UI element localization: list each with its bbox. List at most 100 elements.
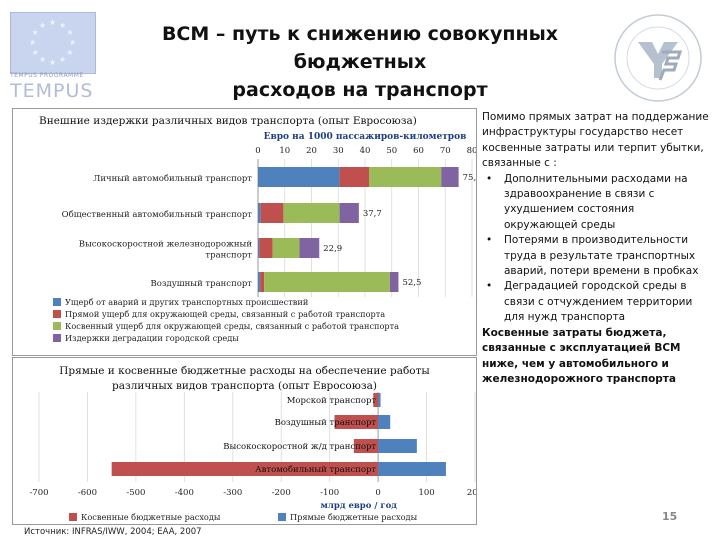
total-label: 22,9: [323, 244, 342, 254]
bar-segment: [272, 238, 300, 258]
chart-external-costs: Евро на 1000 пассажиров-километров 0 10 20 3…: [53, 132, 476, 343]
bar-segment: [389, 272, 399, 292]
total-label: 52,5: [402, 278, 421, 288]
total-label: 37,7: [363, 209, 382, 219]
eu-star-icon: ★: [59, 55, 67, 65]
eu-star-icon: ★: [39, 55, 47, 65]
bar-segment: [258, 167, 340, 187]
eu-star-icon: ★: [66, 48, 74, 57]
eu-star-icon: ★: [69, 38, 77, 47]
bar-segment: [264, 272, 390, 292]
bar-segment: [378, 393, 381, 407]
bar-segment: [378, 415, 391, 429]
legend-label: Издержки деградации городской среды: [65, 333, 239, 343]
category-label: транспорт: [205, 251, 252, 261]
intro-paragraph: Помимо прямых затрат на поддержание инфр…: [482, 111, 709, 170]
x-tick-label: -500: [126, 488, 145, 498]
chart-budget-costs-title-line2: различных видов транспорта (опыт Евросою…: [112, 380, 377, 392]
eu-star-icon: ★: [31, 28, 39, 37]
x-tick-label: 40: [360, 146, 371, 156]
bar-segment: [378, 462, 446, 476]
chart-external-costs-panel: Внешние издержки различных видов транспо…: [12, 108, 477, 356]
tempus-logo: TEMPUS: [10, 80, 94, 102]
x-tick-label: -400: [175, 488, 194, 498]
eu-star-icon: ★: [29, 38, 37, 47]
page-number: 15: [662, 510, 678, 523]
x-tick-label: 20: [306, 146, 317, 156]
x-tick-label: 200: [467, 488, 476, 498]
chart-external-costs-title: Внешние издержки различных видов транспо…: [39, 115, 417, 127]
chart-budget-costs: -700 -600 -500 -400 -300 -200 -100 0 100 200 млрд …: [29, 392, 476, 522]
x-tick-label: -600: [78, 488, 97, 498]
x-tick-label: 30: [333, 146, 344, 156]
bar-segment: [353, 439, 379, 453]
x-axis-title: млрд евро / год: [321, 501, 398, 511]
x-tick-label: 50: [386, 146, 397, 156]
eu-star-icon: ★: [66, 28, 74, 37]
x-tick-label: -700: [29, 488, 48, 498]
chart-budget-costs-title: Прямые и косвенные бюджетные расходы на …: [13, 364, 476, 394]
eu-star-icon: ★: [49, 18, 57, 27]
university-seal-logo: [614, 14, 702, 102]
bar-segment: [258, 238, 260, 258]
explanation-text: Помимо прямых затрат на поддержание инфр…: [482, 110, 710, 387]
bar-segment: [334, 415, 379, 429]
chart-budget-costs-panel: Прямые и косвенные бюджетные расходы на …: [12, 357, 477, 525]
x-tick-label: 0: [255, 146, 260, 156]
x-tick-label: 60: [413, 146, 424, 156]
x-tick-label: 70: [440, 146, 451, 156]
bar-segment: [441, 167, 459, 187]
bar-segment: [258, 272, 261, 292]
category-label: Высокоскоростной железнодорожный: [79, 240, 253, 250]
x-tick-label: -200: [272, 488, 291, 498]
eu-star-icon: ★: [49, 58, 57, 67]
legend-swatch: [53, 334, 61, 342]
bar-segment: [373, 393, 379, 407]
bar-segment: [258, 203, 261, 223]
slide-title: ВСМ – путь к снижению совокупных бюджетн…: [100, 20, 620, 104]
bar-segment: [339, 167, 370, 187]
legend-swatch: [53, 322, 61, 330]
x-tick-label: 10: [279, 146, 290, 156]
x-tick-label: 100: [418, 488, 434, 498]
x-tick-label: -100: [320, 488, 339, 498]
tempus-subtitle: TEMPUS PROGRAMME: [10, 72, 84, 79]
legend-label: Прямые бюджетные расходы: [290, 512, 418, 522]
category-label: Автомобильный транспорт: [255, 464, 376, 475]
category-label: Воздушный транспорт: [151, 279, 253, 289]
legend-label: Косвенные бюджетные расходы: [81, 512, 221, 522]
category-label: Личный автомобильный транспорт: [93, 173, 252, 184]
bullet-list: Дополнительными расходами на здравоохран…: [482, 172, 710, 326]
legend-swatch: [53, 310, 61, 318]
category-label: Морской транспорт: [287, 396, 377, 406]
bullet-item: Дополнительными расходами на здравоохран…: [482, 172, 710, 234]
x-tick-label: 80: [467, 146, 476, 156]
bar-segment: [339, 203, 359, 223]
total-label: 75,0: [463, 173, 476, 183]
chart-budget-costs-title-line1: Прямые и косвенные бюджетные расходы на …: [59, 365, 430, 377]
bar-segment: [260, 203, 284, 223]
bullet-item: Потерями в производительности труда в ре…: [482, 233, 710, 279]
legend-label: Прямой ущерб для окружающей среды, связа…: [65, 309, 385, 319]
conclusion-paragraph: Косвенные затраты бюджета, связанные с э…: [482, 326, 681, 385]
eu-star-icon: ★: [31, 48, 39, 57]
legend-swatch: [278, 513, 286, 521]
x-tick-label: 0: [375, 488, 380, 498]
source-note: Источник: INFRAS/IWW, 2004; EAA, 2007: [24, 527, 202, 537]
legend-label: Ущерб от аварий и других транспортных пр…: [65, 297, 309, 307]
slide-title-line1: ВСМ – путь к снижению совокупных бюджетн…: [161, 23, 559, 73]
bar-segment: [111, 462, 379, 476]
slide-title-line2: расходов на транспорт: [232, 79, 488, 101]
bullet-item: Деградацией городской среды в связи с от…: [482, 279, 710, 325]
eu-star-icon: ★: [59, 20, 67, 30]
x-axis-title: Евро на 1000 пассажиров-километров: [264, 132, 467, 142]
bar-segment: [299, 238, 320, 258]
category-label: Высокоскоростной ж/д транспорт: [223, 442, 376, 452]
bar-segment: [260, 272, 265, 292]
legend-swatch: [53, 298, 61, 306]
legend-label: Косвенный ущерб для окружающей среды, св…: [65, 321, 399, 331]
eu-flag-logo: ★ ★ ★ ★ ★ ★ ★ ★ ★ ★ ★ ★: [10, 12, 96, 74]
bar-segment: [378, 439, 417, 453]
category-label: Общественный автомобильный транспорт: [62, 209, 253, 220]
bar-segment: [283, 203, 340, 223]
